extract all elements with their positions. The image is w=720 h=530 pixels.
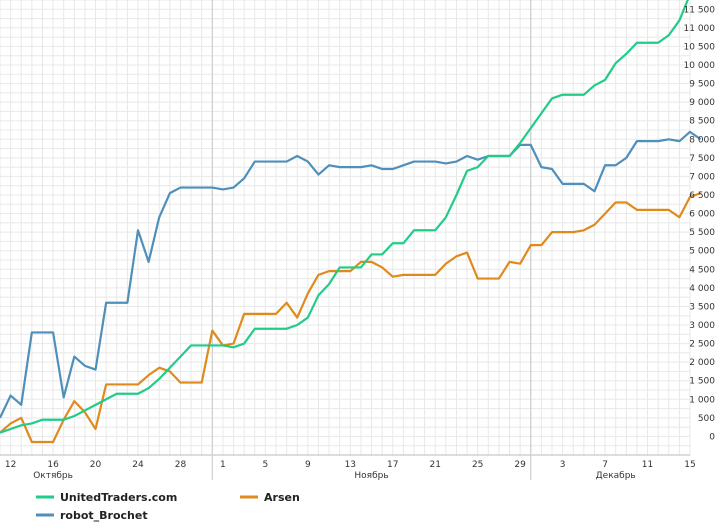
y-tick-label: 8 500	[689, 117, 715, 127]
y-tick-label: 3 500	[689, 302, 715, 312]
x-tick-label: 9	[305, 460, 311, 470]
x-tick-label: 25	[472, 460, 483, 470]
grid	[0, 0, 691, 456]
y-tick-label: 1 000	[689, 395, 715, 405]
y-tick-label: 4 000	[689, 284, 715, 294]
x-tick-label: 28	[175, 460, 187, 470]
y-tick-label: 10 500	[684, 42, 716, 52]
x-tick-label: 11	[642, 460, 653, 470]
legend-label: UnitedTraders.com	[60, 491, 177, 504]
legend-label: robot_Brochet	[60, 509, 148, 522]
x-tick-label: 13	[345, 460, 356, 470]
x-tick-label: 20	[90, 460, 102, 470]
y-axis: 0 500 1 000 1 500 2 000 2 500 3 000 3 500 4 000 4…	[684, 5, 716, 442]
series-line-unitedtraders-com	[0, 0, 689, 434]
y-tick-label: 4 500	[689, 265, 715, 275]
y-tick-label: 1 500	[689, 377, 715, 387]
y-tick-label: 6 000	[689, 210, 715, 220]
month-label: Ноябрь	[354, 471, 388, 481]
y-tick-label: 8 000	[689, 135, 715, 145]
series-line-arsen	[0, 192, 701, 444]
x-tick-label: 12	[5, 460, 16, 470]
x-tick-label: 7	[602, 460, 608, 470]
x-tick-label: 24	[132, 460, 144, 470]
y-tick-label: 11 000	[684, 24, 716, 34]
x-tick-label: 21	[430, 460, 441, 470]
month-dividers	[211, 0, 532, 480]
x-tick-label: 5	[263, 460, 269, 470]
y-tick-label: 2 500	[689, 340, 715, 350]
month-label: Октябрь	[33, 471, 73, 481]
y-tick-label: 3 000	[689, 321, 715, 331]
y-tick-label: 11 500	[684, 5, 716, 15]
x-tick-label: 3	[560, 460, 566, 470]
legend: UnitedTraders.com Arsen robot_Brochet	[36, 491, 300, 522]
y-tick-label: 9 500	[689, 80, 715, 90]
y-tick-label: 10 000	[684, 61, 716, 71]
y-tick-label: 9 000	[689, 98, 715, 108]
y-tick-label: 6 500	[689, 191, 715, 201]
y-tick-label: 0	[709, 432, 715, 442]
x-tick-label: 1	[220, 460, 226, 470]
y-tick-label: 5 500	[689, 228, 715, 238]
x-tick-label: 29	[514, 460, 526, 470]
y-tick-label: 7 500	[689, 154, 715, 164]
series-lines	[0, 0, 702, 444]
x-tick-label: 15	[684, 460, 695, 470]
y-tick-label: 5 000	[689, 247, 715, 257]
x-tick-label: 17	[387, 460, 398, 470]
y-tick-label: 2 000	[689, 358, 715, 368]
legend-label: Arsen	[264, 491, 300, 504]
month-label: Декабрь	[596, 471, 636, 481]
y-tick-label: 7 000	[689, 172, 715, 182]
x-tick-label: 16	[47, 460, 59, 470]
plot-background	[0, 0, 690, 455]
series-line-robot-brochet	[0, 130, 702, 419]
y-tick-label: 500	[698, 414, 715, 424]
